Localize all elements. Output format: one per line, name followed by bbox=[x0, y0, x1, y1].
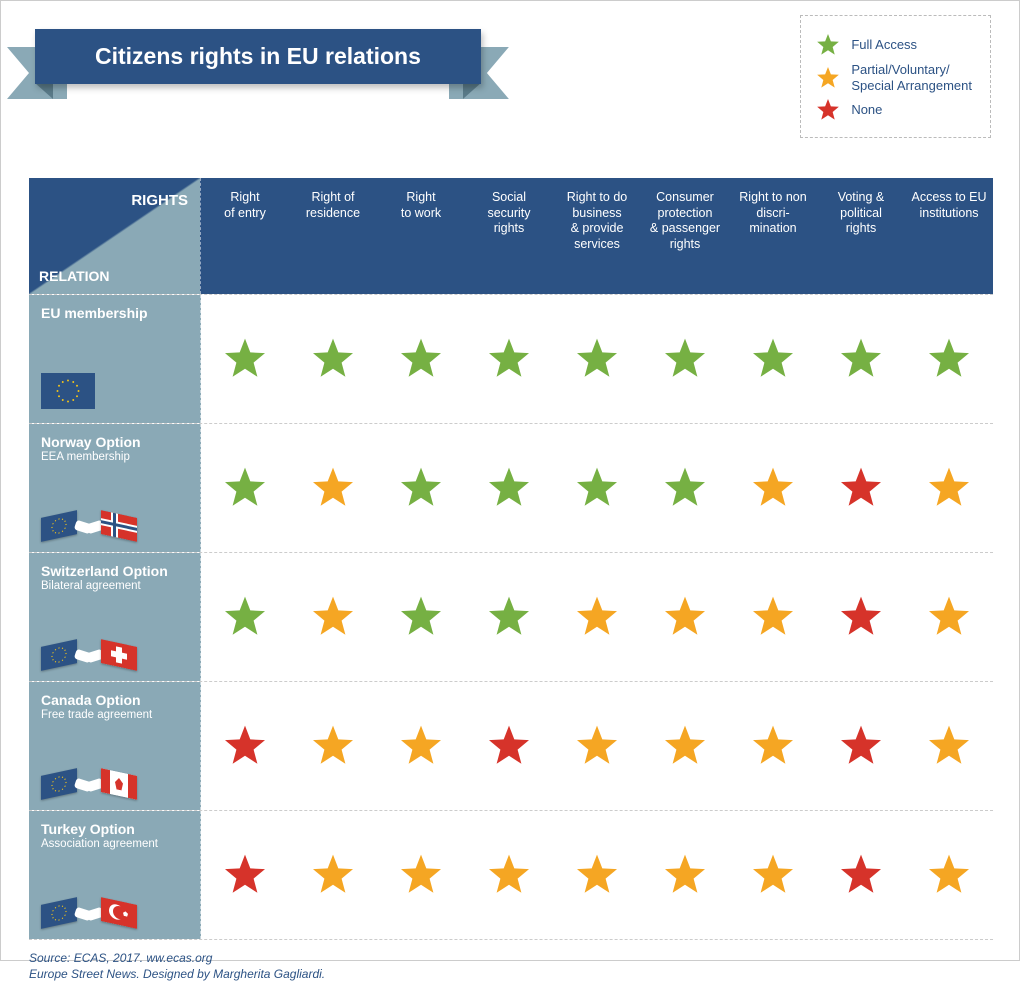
matrix-cell bbox=[641, 593, 729, 641]
handshake-icon bbox=[41, 901, 190, 925]
matrix-cell bbox=[289, 593, 377, 641]
matrix-header: RIGHTS RELATION Right of entryRight of r… bbox=[29, 178, 993, 294]
matrix-cell bbox=[905, 464, 993, 512]
column-header: Right to work bbox=[377, 178, 465, 294]
matrix-cell bbox=[817, 722, 905, 770]
handshake-icon bbox=[41, 772, 190, 796]
legend-label: Full Access bbox=[851, 37, 917, 53]
row-title: Norway Option bbox=[41, 434, 190, 450]
row-subtitle: Association agreement bbox=[41, 838, 190, 850]
handshake-icon bbox=[41, 643, 190, 667]
matrix-cell bbox=[905, 593, 993, 641]
row-title: Switzerland Option bbox=[41, 563, 190, 579]
page-title: Citizens rights in EU relations bbox=[35, 29, 481, 84]
matrix-cell bbox=[905, 851, 993, 899]
matrix-cell bbox=[817, 335, 905, 383]
row-label: Norway Option EEA membership bbox=[29, 424, 201, 552]
footer-source: Source: ECAS, 2017. ww.ecas.org bbox=[29, 950, 991, 966]
matrix-cell bbox=[553, 722, 641, 770]
matrix-cell bbox=[729, 335, 817, 383]
table-row: EU membership bbox=[29, 294, 993, 423]
row-subtitle: Free trade agreement bbox=[41, 709, 190, 721]
table-row: Switzerland Option Bilateral agreement bbox=[29, 552, 993, 681]
title-ribbon: Citizens rights in EU relations bbox=[35, 29, 481, 84]
table-row: Canada Option Free trade agreement bbox=[29, 681, 993, 810]
legend: Full Access Partial/Voluntary/ Special Ar… bbox=[800, 15, 991, 138]
matrix-cell bbox=[201, 593, 289, 641]
corner-label-relation: RELATION bbox=[39, 268, 110, 284]
matrix-cell bbox=[817, 851, 905, 899]
header-row: Citizens rights in EU relations Full Acc… bbox=[29, 15, 991, 138]
column-header: Right of entry bbox=[201, 178, 289, 294]
legend-label: None bbox=[851, 102, 882, 118]
matrix-cell bbox=[377, 593, 465, 641]
matrix-cell bbox=[729, 593, 817, 641]
rights-matrix: RIGHTS RELATION Right of entryRight of r… bbox=[29, 178, 993, 940]
matrix-cell bbox=[553, 593, 641, 641]
matrix-cell bbox=[729, 464, 817, 512]
column-header: Right to do business & provide services bbox=[553, 178, 641, 294]
matrix-cell bbox=[377, 851, 465, 899]
matrix-cell bbox=[905, 722, 993, 770]
row-label: Switzerland Option Bilateral agreement bbox=[29, 553, 201, 681]
matrix-cell bbox=[553, 335, 641, 383]
matrix-cell bbox=[641, 722, 729, 770]
matrix-cell bbox=[729, 722, 817, 770]
table-row: Turkey Option Association agreement bbox=[29, 810, 993, 940]
matrix-cell bbox=[377, 335, 465, 383]
matrix-cell bbox=[377, 722, 465, 770]
row-title: EU membership bbox=[41, 305, 190, 321]
matrix-cell bbox=[553, 851, 641, 899]
matrix-cell bbox=[641, 851, 729, 899]
matrix-cell bbox=[729, 851, 817, 899]
row-label: EU membership bbox=[29, 295, 201, 423]
corner-cell: RIGHTS RELATION bbox=[29, 178, 201, 294]
matrix-cell bbox=[465, 464, 553, 512]
matrix-cell bbox=[465, 593, 553, 641]
matrix-cell bbox=[201, 335, 289, 383]
matrix-cell bbox=[641, 335, 729, 383]
legend-item: Partial/Voluntary/ Special Arrangement bbox=[815, 62, 972, 93]
row-label: Canada Option Free trade agreement bbox=[29, 682, 201, 810]
row-subtitle: EEA membership bbox=[41, 451, 190, 463]
handshake-icon bbox=[41, 514, 190, 538]
legend-item: None bbox=[815, 97, 972, 123]
matrix-cell bbox=[465, 851, 553, 899]
matrix-cell bbox=[905, 335, 993, 383]
row-title: Canada Option bbox=[41, 692, 190, 708]
matrix-cell bbox=[289, 851, 377, 899]
matrix-cell bbox=[553, 464, 641, 512]
matrix-cell bbox=[289, 464, 377, 512]
matrix-cell bbox=[465, 722, 553, 770]
matrix-cell bbox=[201, 722, 289, 770]
eu-flag-icon bbox=[41, 373, 95, 409]
column-header: Social security rights bbox=[465, 178, 553, 294]
legend-label: Partial/Voluntary/ Special Arrangement bbox=[851, 62, 972, 93]
matrix-cell bbox=[641, 464, 729, 512]
column-header: Access to EU institutions bbox=[905, 178, 993, 294]
table-row: Norway Option EEA membership bbox=[29, 423, 993, 552]
matrix-cell bbox=[817, 593, 905, 641]
footer-credit: Europe Street News. Designed by Margheri… bbox=[29, 966, 991, 982]
row-title: Turkey Option bbox=[41, 821, 190, 837]
matrix-cell bbox=[201, 851, 289, 899]
matrix-cell bbox=[289, 722, 377, 770]
matrix-cell bbox=[465, 335, 553, 383]
column-header: Consumer protection & passenger rights bbox=[641, 178, 729, 294]
row-subtitle: Bilateral agreement bbox=[41, 580, 190, 592]
matrix-cell bbox=[289, 335, 377, 383]
corner-label-rights: RIGHTS bbox=[131, 192, 188, 209]
matrix-cell bbox=[817, 464, 905, 512]
legend-item: Full Access bbox=[815, 32, 972, 58]
column-header: Right to non discri- mination bbox=[729, 178, 817, 294]
matrix-cell bbox=[201, 464, 289, 512]
matrix-cell bbox=[377, 464, 465, 512]
column-header: Voting & political rights bbox=[817, 178, 905, 294]
row-label: Turkey Option Association agreement bbox=[29, 811, 201, 939]
footer: Source: ECAS, 2017. ww.ecas.org Europe S… bbox=[29, 950, 991, 982]
column-header: Right of residence bbox=[289, 178, 377, 294]
